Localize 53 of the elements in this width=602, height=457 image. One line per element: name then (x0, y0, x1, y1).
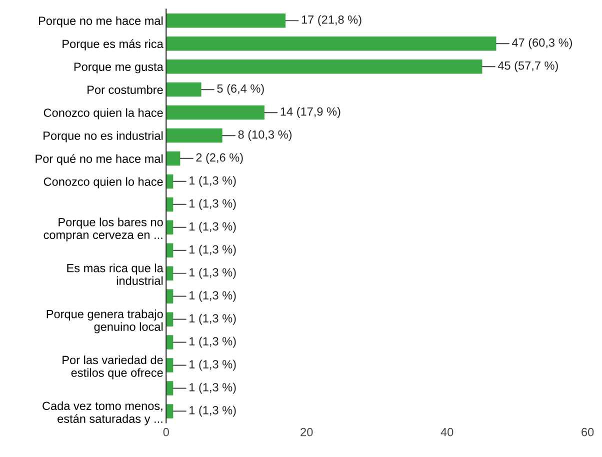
data-label: 1 (1,3 %) (190, 360, 236, 371)
data-label: 1 (1,3 %) (190, 290, 236, 302)
y-tick-label: Porque genera trabajo genuino local (46, 310, 163, 334)
bar (166, 220, 174, 235)
data-label: 1 (1,3 %) (190, 406, 236, 417)
bar (166, 266, 174, 280)
y-tick-label: Por las variedad de estilos que ofrece (62, 356, 163, 380)
y-tick-label: Cada vez tomo menos, están saturadas y ... (42, 401, 162, 426)
data-label: 1 (1,3 %) (190, 268, 236, 279)
bar (166, 335, 174, 350)
data-label: 1 (1,3 %) (190, 198, 236, 210)
data-label: 14 (17,9 %) (280, 107, 340, 118)
data-label: 1 (1,3 %) (190, 176, 236, 187)
y-tick-label: Porque me gusta (74, 62, 164, 74)
x-tick-label: 20 (300, 428, 313, 436)
y-tick-label: Porque no es industrial (44, 131, 163, 142)
bar (166, 128, 222, 143)
data-label: 1 (1,3 %) (190, 222, 236, 233)
data-label: 17 (21,8 %) (302, 15, 362, 26)
bar (166, 381, 174, 396)
y-tick-label: Porque los bares no compran cerveza en ... (44, 218, 163, 242)
data-label: 8 (10,3 %) (238, 130, 292, 142)
bar (166, 82, 202, 97)
y-tick-label: Porque es más rica (62, 39, 164, 50)
y-tick-label: Conozco quien la hace (44, 108, 163, 120)
x-tick-label: 60 (582, 428, 594, 436)
data-label: 1 (1,3 %) (190, 382, 236, 394)
bar (166, 358, 174, 372)
bar (166, 14, 286, 28)
bar (166, 36, 496, 51)
bar (166, 197, 174, 212)
y-tick-label: Conozco quien lo hace (44, 177, 163, 188)
x-tick-label: 0 (163, 428, 169, 436)
bar (166, 105, 264, 120)
data-label: 1 (1,3 %) (190, 244, 236, 256)
data-label: 1 (1,3 %) (190, 314, 236, 325)
bar (166, 289, 174, 304)
data-label: 1 (1,3 %) (190, 336, 236, 348)
bar (166, 243, 174, 258)
bar (166, 59, 482, 74)
data-label: 45 (57,7 %) (498, 61, 558, 72)
x-tick-label: 40 (440, 428, 454, 436)
y-tick-label: Porque no me hace mal (39, 16, 163, 28)
y-tick-label: Por qué no me hace mal (36, 154, 163, 166)
bar (166, 151, 180, 166)
bar (166, 312, 174, 326)
y-tick-label: Por costumbre (88, 85, 163, 94)
y-tick-label: Es mas rica que la industrial (67, 264, 164, 285)
data-label: 5 (6,4 %) (217, 84, 264, 96)
data-label: 2 (2,6 %) (196, 152, 243, 164)
bar (166, 404, 174, 418)
data-label: 47 (60,3 %) (512, 38, 572, 50)
bar (166, 174, 174, 189)
